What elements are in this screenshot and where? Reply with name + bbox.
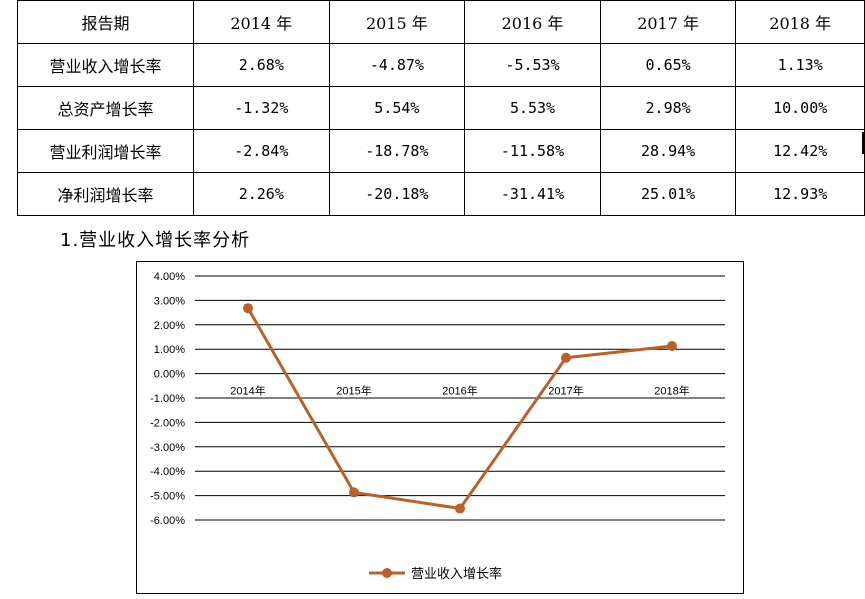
table-row-operating-profit-growth: 营业利润增长率 -2.84% -18.78% -11.58% 28.94% 12… — [16, 129, 865, 173]
table-cell: 25.01% — [599, 172, 737, 216]
data-point — [667, 341, 677, 352]
x-tick-label: 2017年 — [548, 384, 583, 398]
y-tick-label: -1.00% — [150, 393, 185, 405]
row-label: 总资产增长率 — [16, 86, 195, 130]
table-cell: -2.84% — [193, 129, 330, 173]
table-cell: 12.42% — [735, 129, 865, 173]
table-cell: 5.54% — [328, 86, 466, 130]
table-cell: -11.58% — [464, 129, 601, 173]
y-tick-label: 4.00% — [154, 271, 185, 283]
table-row-total-assets-growth: 总资产增长率 -1.32% 5.54% 5.53% 2.98% 10.00% — [16, 86, 865, 130]
growth-rate-table: 报告期 2014 年 2015 年 2016 年 2017 年 2018 年 营… — [16, 0, 865, 216]
y-tick-label: 2.00% — [154, 320, 185, 332]
header-cell-2015: 2015 年 — [328, 0, 466, 44]
x-tick-label: 2016年 — [442, 384, 477, 398]
header-cell-2018: 2018 年 — [735, 0, 865, 44]
y-tick-label: -4.00% — [150, 466, 185, 478]
y-tick-label: -6.00% — [150, 515, 185, 527]
table-cell: -5.53% — [464, 43, 601, 87]
table-cell: 28.94% — [599, 129, 737, 173]
data-point — [243, 303, 253, 314]
y-tick-label: 1.00% — [154, 344, 185, 356]
table-cell: 0.65% — [599, 43, 737, 87]
chart-canvas: 4.00% 3.00% 2.00% 1.00% 0.00% -1.00% -2.00% -3.… — [150, 271, 725, 582]
row-label: 营业收入增长率 — [16, 43, 195, 87]
header-cell-period: 报告期 — [16, 0, 195, 44]
legend-label: 营业收入增长率 — [411, 566, 502, 582]
table-cell: 12.93% — [735, 172, 865, 216]
row-label: 营业利润增长率 — [16, 129, 195, 173]
data-point — [349, 487, 359, 498]
y-tick-label: -2.00% — [150, 417, 185, 429]
header-cell-2014: 2014 年 — [193, 0, 330, 44]
table-cell: 10.00% — [735, 86, 865, 130]
table-cell: -20.18% — [328, 172, 466, 216]
y-tick-label: 0.00% — [154, 369, 185, 381]
table-cell: 2.98% — [599, 86, 737, 130]
section-heading: 1.营业收入增长率分析 — [60, 230, 251, 251]
table-cell: 2.68% — [193, 43, 330, 87]
series-line — [246, 307, 673, 511]
legend-marker — [382, 568, 392, 578]
header-cell-2017: 2017 年 — [599, 0, 737, 44]
y-tick-label: -5.00% — [150, 491, 185, 503]
header-cell-2016: 2016 年 — [464, 0, 601, 44]
y-tick-label: -3.00% — [150, 442, 185, 454]
table-header-row: 报告期 2014 年 2015 年 2016 年 2017 年 2018 年 — [16, 0, 865, 44]
text-cursor-mark — [862, 132, 864, 154]
table-row-revenue-growth: 营业收入增长率 2.68% -4.87% -5.53% 0.65% 1.13% — [16, 43, 865, 87]
table-cell: -31.41% — [464, 172, 601, 216]
data-point — [561, 352, 571, 363]
table-cell: -4.87% — [328, 43, 466, 87]
x-tick-label: 2014年 — [230, 384, 265, 398]
data-point — [455, 503, 465, 514]
x-tick-label: 2015年 — [336, 384, 371, 398]
table-cell: 5.53% — [464, 86, 601, 130]
row-label: 净利润增长率 — [16, 172, 195, 216]
table-cell: -1.32% — [193, 86, 330, 130]
table-cell: -18.78% — [328, 129, 466, 173]
table-row-net-profit-growth: 净利润增长率 2.26% -20.18% -31.41% 25.01% 12.9… — [16, 172, 865, 216]
revenue-growth-chart: 4.00% 3.00% 2.00% 1.00% 0.00% -1.00% -2.00% -3.… — [136, 261, 744, 594]
table-cell: 1.13% — [735, 43, 865, 87]
x-tick-label: 2018年 — [654, 384, 689, 398]
table-cell: 2.26% — [193, 172, 330, 216]
y-tick-label: 3.00% — [154, 295, 185, 307]
